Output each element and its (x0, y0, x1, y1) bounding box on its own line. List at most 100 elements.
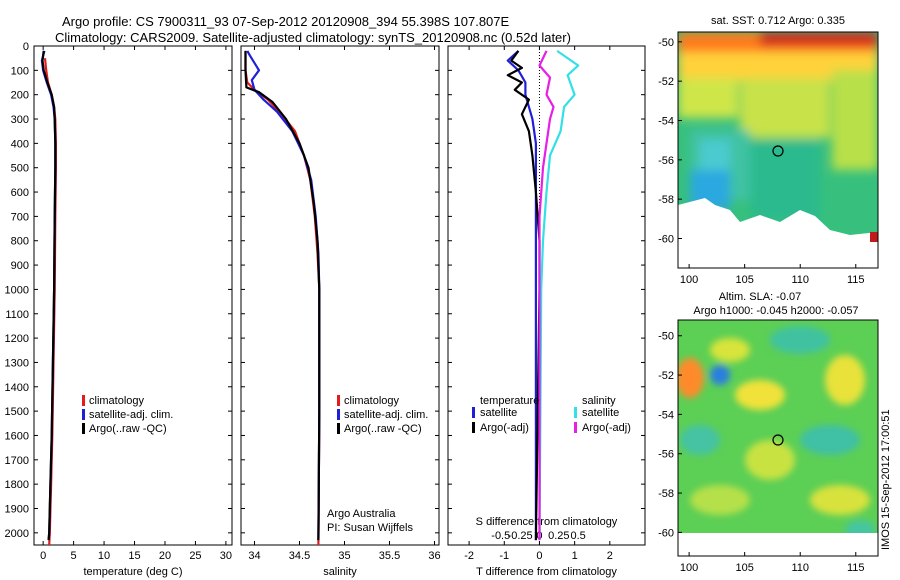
depth-tick-label: 1400 (5, 382, 29, 394)
x-tick-label: 36 (428, 550, 440, 562)
series-line-satellite (506, 50, 538, 541)
map-y-tick-label: -56 (658, 449, 674, 461)
legend-label: satellite-adj. clim. (89, 409, 173, 421)
depth-tick-label: 1100 (5, 309, 29, 321)
series-line-argo (506, 50, 541, 541)
legend-swatch (82, 409, 85, 420)
x-tick-label: 25 (189, 550, 201, 562)
s-tick-label: 0.25 (548, 530, 569, 542)
x-tick-label: 15 (128, 550, 140, 562)
depth-tick-label: 1200 (5, 333, 29, 345)
series-line-salinity_argo (538, 50, 555, 541)
sla-map (678, 320, 878, 556)
map-y-tick-label: -60 (658, 234, 674, 246)
sla-map-subtitle: Argo h1000: -0.045 h2000: -0.057 (693, 305, 858, 317)
legend-title-salinity: salinity (582, 395, 616, 407)
legend-swatch (574, 422, 577, 433)
depth-tick-label: 1600 (5, 430, 29, 442)
map-y-tick-label: -58 (658, 488, 674, 500)
sst-map (678, 32, 878, 268)
x-tick-label: 34 (248, 550, 260, 562)
legend-label: Argo(-adj) (582, 422, 631, 434)
map-x-tick-label: 110 (791, 562, 809, 574)
x-tick-label: -2 (464, 550, 474, 562)
map-y-tick-label: -50 (658, 37, 674, 49)
profile-panel-3-frame (447, 45, 646, 546)
map-y-tick-label: -54 (658, 409, 674, 421)
s-difference-label: S difference from climatology (476, 516, 618, 528)
depth-tick-label: 1900 (5, 503, 29, 515)
sla-map-frame (677, 319, 879, 557)
map-x-tick-label: 115 (847, 562, 865, 574)
depth-tick-label: 800 (11, 236, 29, 248)
s-tick-label: -0.5 (491, 530, 510, 542)
depth-tick-label: 900 (11, 260, 29, 272)
legend-title-temperature: temperature (480, 395, 539, 407)
legend-label: satellite (582, 407, 619, 419)
map-x-tick-label: 100 (680, 562, 698, 574)
depth-tick-label: 100 (11, 65, 29, 77)
depth-tick-label: 1500 (5, 406, 29, 418)
map-x-tick-label: 105 (735, 562, 753, 574)
legend-label: climatology (344, 395, 400, 407)
map-y-tick-label: -60 (658, 527, 674, 539)
depth-tick-label: 400 (11, 138, 29, 150)
legend-label: Argo(..raw -QC) (344, 423, 422, 435)
side-label: IMOS 15-Sep-2012 17:00:51 (880, 409, 892, 550)
x-tick-label: 20 (159, 550, 171, 562)
page-title-line2: Climatology: CARS2009. Satellite-adjuste… (55, 30, 571, 45)
legend-swatch (337, 423, 340, 434)
legend-swatch (472, 422, 475, 433)
x-axis-label: temperature (deg C) (83, 566, 182, 578)
x-tick-label: 35 (338, 550, 350, 562)
sst-map-frame (677, 31, 879, 269)
series-line-climatology (244, 50, 321, 546)
annotation-text: PI: Susan Wijffels (327, 522, 413, 534)
x-tick-label: 2 (607, 550, 613, 562)
legend-label: Argo(-adj) (480, 422, 529, 434)
annotation-text: Argo Australia (327, 508, 396, 520)
map-x-tick-label: 110 (791, 274, 809, 286)
s-tick-label: 0.5 (571, 530, 586, 542)
profile-panel-2-frame (240, 45, 440, 546)
x-tick-label: 10 (98, 550, 110, 562)
depth-tick-label: 500 (11, 163, 29, 175)
sst-map-title: sat. SST: 0.712 Argo: 0.335 (711, 15, 845, 27)
legend-label: Argo(..raw -QC) (89, 423, 167, 435)
depth-tick-label: 1300 (5, 357, 29, 369)
depth-tick-label: 300 (11, 114, 29, 126)
x-tick-label: 5 (71, 550, 77, 562)
x-tick-label: 34.5 (289, 550, 310, 562)
x-tick-label: 0 (536, 550, 542, 562)
x-tick-label: -1 (499, 550, 509, 562)
map-x-tick-label: 115 (847, 274, 865, 286)
x-tick-label: 35.5 (379, 550, 400, 562)
x-axis-label: salinity (323, 566, 357, 578)
s-tick-label: -0.25 (508, 530, 533, 542)
series-line-salinity_satellite (538, 49, 580, 541)
depth-tick-label: 1700 (5, 455, 29, 467)
map-y-tick-label: -52 (658, 76, 674, 88)
legend-swatch (472, 407, 475, 418)
legend-swatch (337, 409, 340, 420)
legend-swatch (337, 395, 340, 406)
map-y-tick-label: -52 (658, 370, 674, 382)
depth-tick-label: 700 (11, 211, 29, 223)
depth-tick-label: 1000 (5, 284, 29, 296)
depth-tick-label: 1800 (5, 479, 29, 491)
depth-tick-label: 2000 (5, 528, 29, 540)
series-line-satellite (246, 50, 321, 541)
x-tick-label: 0 (40, 550, 46, 562)
map-y-tick-label: -56 (658, 155, 674, 167)
legend-label: satellite-adj. clim. (344, 409, 428, 421)
depth-tick-label: 0 (23, 41, 29, 53)
sla-map-title: Altim. SLA: -0.07 (719, 291, 802, 303)
map-y-tick-label: -54 (658, 116, 674, 128)
map-y-tick-label: -50 (658, 331, 674, 343)
sla-profile-marker (772, 434, 784, 446)
x-axis-label: T difference from climatology (476, 566, 617, 578)
page-title-line1: Argo profile: CS 7900311_93 07-Sep-2012 … (62, 14, 510, 29)
profile-panel-1-frame (33, 45, 233, 546)
map-x-tick-label: 100 (680, 274, 698, 286)
